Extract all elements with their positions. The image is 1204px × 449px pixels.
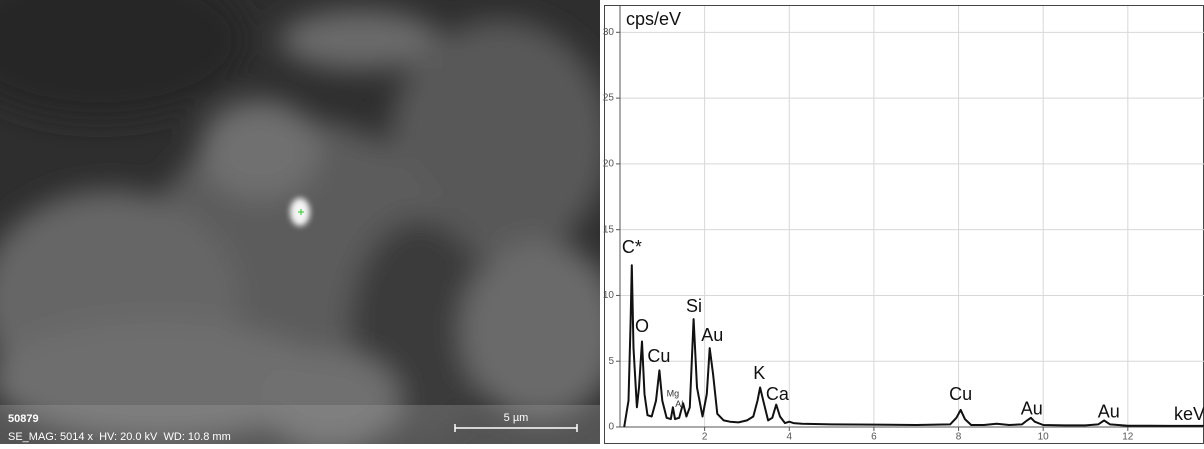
peak-label: Au — [701, 325, 723, 345]
peak-label: K — [753, 363, 765, 383]
sem-image: 50879 SE_MAG: 5014 x HV: 20.0 kV WD: 10.… — [0, 0, 600, 444]
x-tick-label: 12 — [1122, 432, 1134, 443]
x-axis-label: keV — [1174, 404, 1204, 424]
y-tick-label: 25 — [603, 93, 615, 104]
y-tick-label: 20 — [603, 159, 615, 170]
peak-label: Au — [1098, 401, 1120, 421]
y-axis-label: cps/eV — [626, 9, 681, 29]
peak-label: Ca — [766, 384, 790, 404]
peak-label: Cu — [949, 384, 972, 404]
spectrum-frame — [604, 5, 1204, 444]
y-tick-label: 30 — [603, 27, 615, 38]
peak-label: Cu — [647, 346, 670, 366]
peak-label: Si — [686, 296, 702, 316]
peak-label: Mg — [667, 388, 680, 398]
peak-label: Au — [1021, 399, 1043, 419]
y-tick-label: 5 — [608, 356, 614, 367]
y-tick-label: 10 — [603, 290, 615, 301]
spectrum-line — [623, 264, 1204, 428]
x-tick-label: 2 — [702, 432, 708, 443]
x-tick-label: 4 — [786, 432, 792, 443]
scale-bar — [454, 424, 578, 432]
scale-bar-label: 5 µm — [504, 412, 529, 424]
image-caption: SE_MAG: 5014 x HV: 20.0 kV WD: 10.8 mm — [8, 431, 231, 443]
x-tick-label: 6 — [871, 432, 877, 443]
x-tick-label: 10 — [1038, 432, 1050, 443]
peak-label: Al — [675, 399, 683, 409]
image-id: 50879 — [8, 413, 39, 425]
y-tick-label: 0 — [608, 422, 614, 433]
peak-label: O — [635, 316, 649, 336]
peak-label: C* — [622, 237, 642, 257]
y-tick-label: 15 — [603, 224, 615, 235]
x-tick-label: 8 — [956, 432, 962, 443]
